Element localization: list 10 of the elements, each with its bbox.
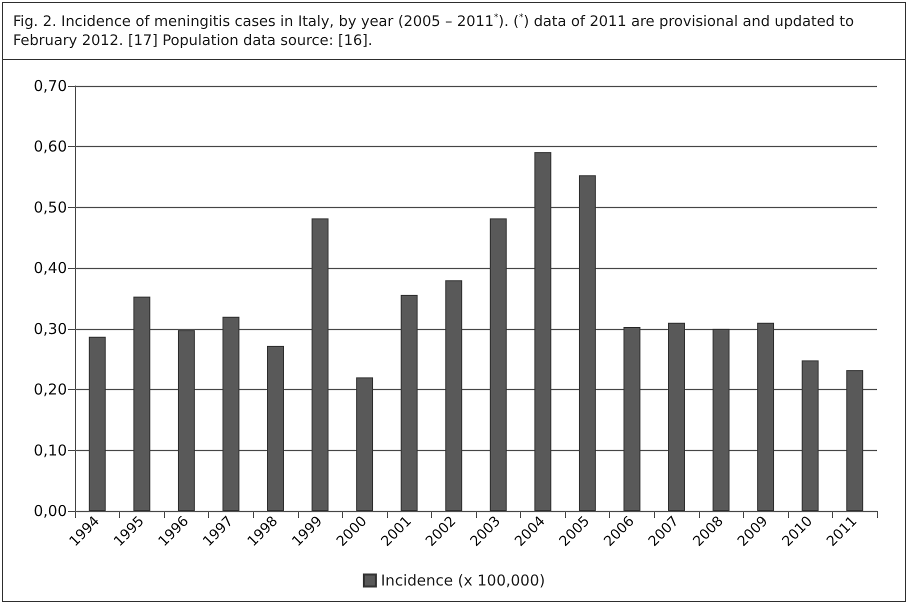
y-tick-label: 0,20	[34, 380, 67, 398]
chart-title: Fig. 2. Incidence of meningitis cases in Italy, by year (2005 – 2011$^{*}$). ($^{*}$) data of 2011 are provisional and updated to February 2012. [17] Population data source: [16].	[13, 13, 854, 49]
y-tick-label: 0,00	[34, 502, 67, 520]
y-tick-label: 0,70	[34, 76, 67, 95]
y-tick-label: 0,50	[34, 198, 67, 216]
y-tick-label: 0,30	[34, 320, 67, 338]
legend-label: Incidence (x 100,000)	[380, 571, 546, 590]
y-tick-label: 0,40	[34, 258, 67, 277]
y-tick-label: 0,60	[34, 138, 67, 156]
y-tick-label: 0,10	[34, 441, 67, 460]
